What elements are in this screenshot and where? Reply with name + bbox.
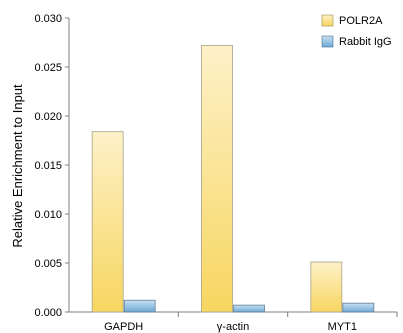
bar-polr2a-0: [91, 131, 124, 313]
legend-label-polr2a: POLR2A: [339, 15, 383, 27]
legend: POLR2A Rabbit IgG: [321, 14, 392, 48]
axes: [65, 17, 398, 317]
y-tick-label: 0.030: [34, 13, 62, 25]
bar-rabbit-igg-1: [233, 304, 265, 313]
y-tick-label: 0.020: [34, 111, 62, 123]
y-tick-label: 0.010: [34, 209, 62, 221]
x-tick-label: GAPDH: [104, 321, 143, 333]
x-tick-label: MYT1: [328, 321, 357, 333]
legend-swatch-polr2a: [321, 14, 334, 27]
y-tick-label: 0.000: [34, 307, 62, 319]
bar-rabbit-igg-0: [123, 299, 156, 313]
y-tick-label: 0.025: [34, 62, 62, 74]
bar-polr2a-2: [310, 261, 343, 313]
legend-swatch-rabbit-igg: [321, 35, 334, 48]
bar-rabbit-igg-2: [342, 302, 375, 313]
bar-polr2a-1: [201, 45, 233, 313]
y-axis-title: Relative Enrichment to Input: [10, 84, 25, 248]
tick-labels: 0.000 0.005 0.010 0.015 0.020 0.025 0.030 GAPDH…: [34, 13, 357, 333]
y-tick-label: 0.015: [34, 160, 62, 172]
legend-label-rabbit-igg: Rabbit IgG: [339, 36, 392, 48]
y-tick-label: 0.005: [34, 258, 62, 270]
x-tick-label: γ-actin: [217, 321, 249, 333]
bars: [91, 45, 375, 313]
